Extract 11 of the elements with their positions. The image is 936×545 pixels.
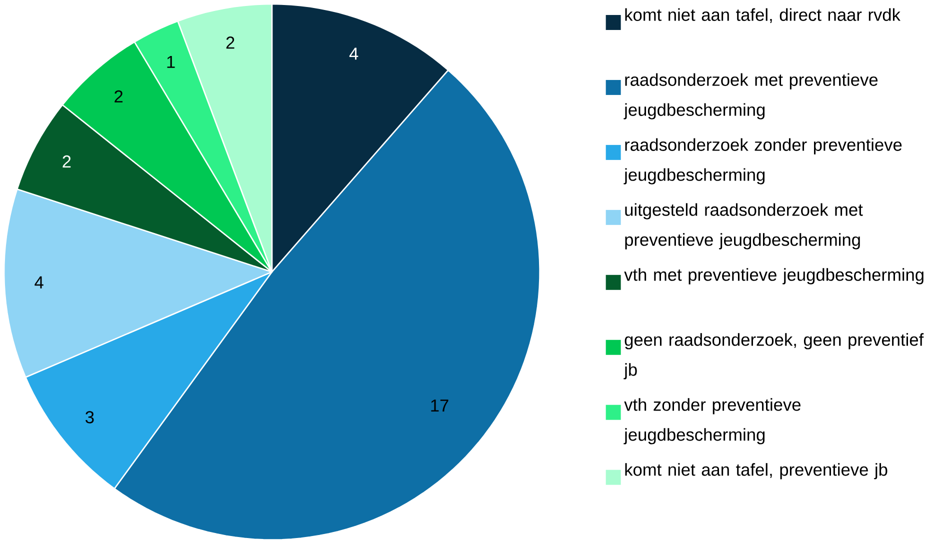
data-label: 4	[34, 276, 44, 288]
legend-label: komt niet aan tafel, preventieve jb	[625, 463, 888, 480]
data-label: 17	[431, 400, 448, 412]
data-label: 1	[167, 56, 175, 68]
legend-label: vth met preventieve jeugdbescherming	[624, 268, 924, 284]
data-label: 2	[114, 90, 123, 102]
data-label: 4	[349, 48, 358, 60]
legend-label: komt niet aan tafel, direct naar rvdk	[625, 8, 900, 24]
data-label: 2	[226, 36, 234, 49]
data-label: 2	[62, 155, 71, 168]
data-label: 3	[86, 411, 94, 424]
